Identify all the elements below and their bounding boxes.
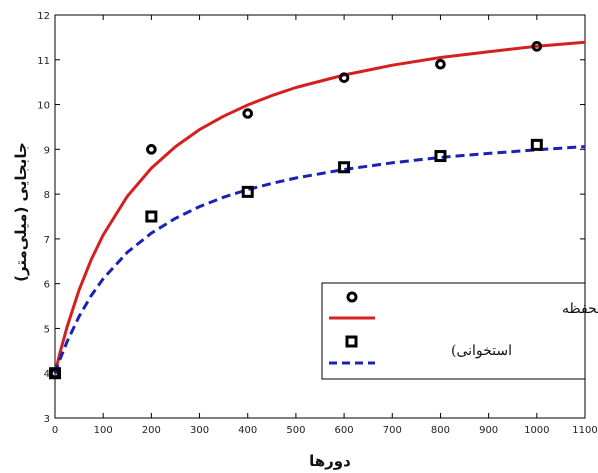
x-tick-label: 900	[479, 425, 498, 436]
circle-data-point	[435, 58, 446, 70]
x-tick-label: 400	[238, 425, 257, 436]
legend-circle-marker	[346, 291, 358, 303]
circle-data-point	[146, 144, 157, 155]
y-tick-label: 9	[44, 145, 50, 156]
legend-label-line-2: استخوانی)	[451, 343, 512, 359]
legend: گروه الف (جاگذاری محفظه استخوانی)	[321, 282, 598, 380]
x-tick-label: 300	[190, 425, 209, 436]
x-tick-label: 1100	[572, 425, 597, 436]
x-tick-label: 100	[94, 425, 113, 436]
y-axis-title: جابجایی (میلی‌متر)	[12, 142, 30, 282]
x-tick-label: 1000	[524, 425, 549, 436]
square-data-point	[338, 161, 351, 174]
square-data-point	[49, 367, 61, 380]
y-tick-label: 3	[44, 414, 50, 425]
y-tick-label: 4	[44, 369, 50, 380]
x-tick-label: 0	[52, 425, 58, 436]
legend-label-line-1: گروه الف (جاگذاری محفظه	[562, 300, 598, 317]
y-tick-label: 11	[37, 56, 50, 67]
x-tick-label: 800	[431, 425, 450, 436]
square-data-point	[145, 210, 158, 223]
y-tick-label: 7	[44, 235, 50, 246]
y-tick-label: 8	[44, 190, 50, 201]
legend-box	[321, 282, 586, 380]
circle-data-point	[242, 108, 254, 119]
x-axis-ticks: 0 100 200 300 400 500 600 700 800 900 1000 1100	[52, 15, 598, 436]
square-data-point	[434, 150, 447, 163]
y-tick-label: 10	[37, 101, 50, 112]
x-tick-label: 700	[383, 425, 402, 436]
x-tick-label: 500	[286, 425, 305, 436]
circle-data-point	[338, 72, 350, 83]
y-tick-label: 12	[37, 11, 50, 22]
square-data-point	[241, 185, 254, 198]
y-tick-label: 6	[44, 280, 50, 291]
series-blue-dashed-line	[53, 145, 586, 374]
x-tick-label: 600	[335, 425, 354, 436]
square-data-point	[530, 138, 543, 151]
y-tick-label: 5	[44, 324, 50, 335]
series-layer	[49, 40, 586, 380]
x-axis-title: دورها	[309, 452, 351, 470]
series-red-solid-line	[53, 40, 586, 374]
legend-square-marker	[345, 335, 358, 348]
x-tick-label: 200	[142, 425, 161, 436]
circle-data-point	[531, 41, 543, 52]
